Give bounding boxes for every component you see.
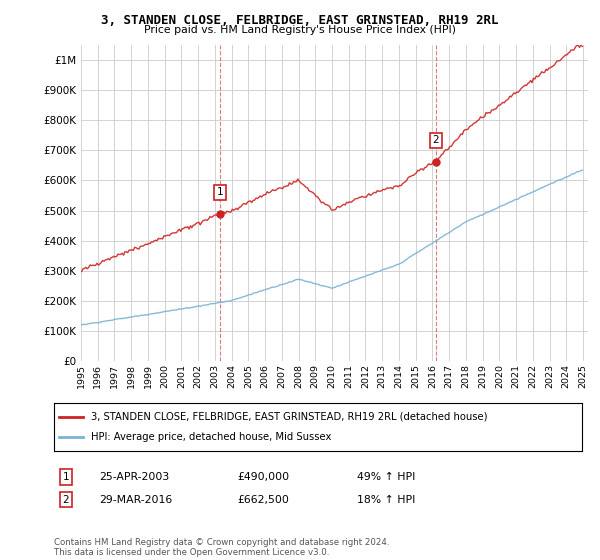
Text: Contains HM Land Registry data © Crown copyright and database right 2024.
This d: Contains HM Land Registry data © Crown c…	[54, 538, 389, 557]
Text: 2: 2	[433, 136, 439, 146]
Text: 29-MAR-2016: 29-MAR-2016	[99, 494, 172, 505]
Text: 25-APR-2003: 25-APR-2003	[99, 472, 169, 482]
Text: 2: 2	[62, 494, 70, 505]
Text: 1: 1	[217, 188, 223, 198]
Text: 3, STANDEN CLOSE, FELBRIDGE, EAST GRINSTEAD, RH19 2RL (detached house): 3, STANDEN CLOSE, FELBRIDGE, EAST GRINST…	[91, 412, 487, 422]
Text: £662,500: £662,500	[237, 494, 289, 505]
Text: £490,000: £490,000	[237, 472, 289, 482]
Text: 1: 1	[62, 472, 70, 482]
Text: Price paid vs. HM Land Registry's House Price Index (HPI): Price paid vs. HM Land Registry's House …	[144, 25, 456, 35]
Text: 3, STANDEN CLOSE, FELBRIDGE, EAST GRINSTEAD, RH19 2RL: 3, STANDEN CLOSE, FELBRIDGE, EAST GRINST…	[101, 14, 499, 27]
Text: HPI: Average price, detached house, Mid Sussex: HPI: Average price, detached house, Mid …	[91, 432, 331, 442]
Text: 49% ↑ HPI: 49% ↑ HPI	[357, 472, 415, 482]
Text: 18% ↑ HPI: 18% ↑ HPI	[357, 494, 415, 505]
